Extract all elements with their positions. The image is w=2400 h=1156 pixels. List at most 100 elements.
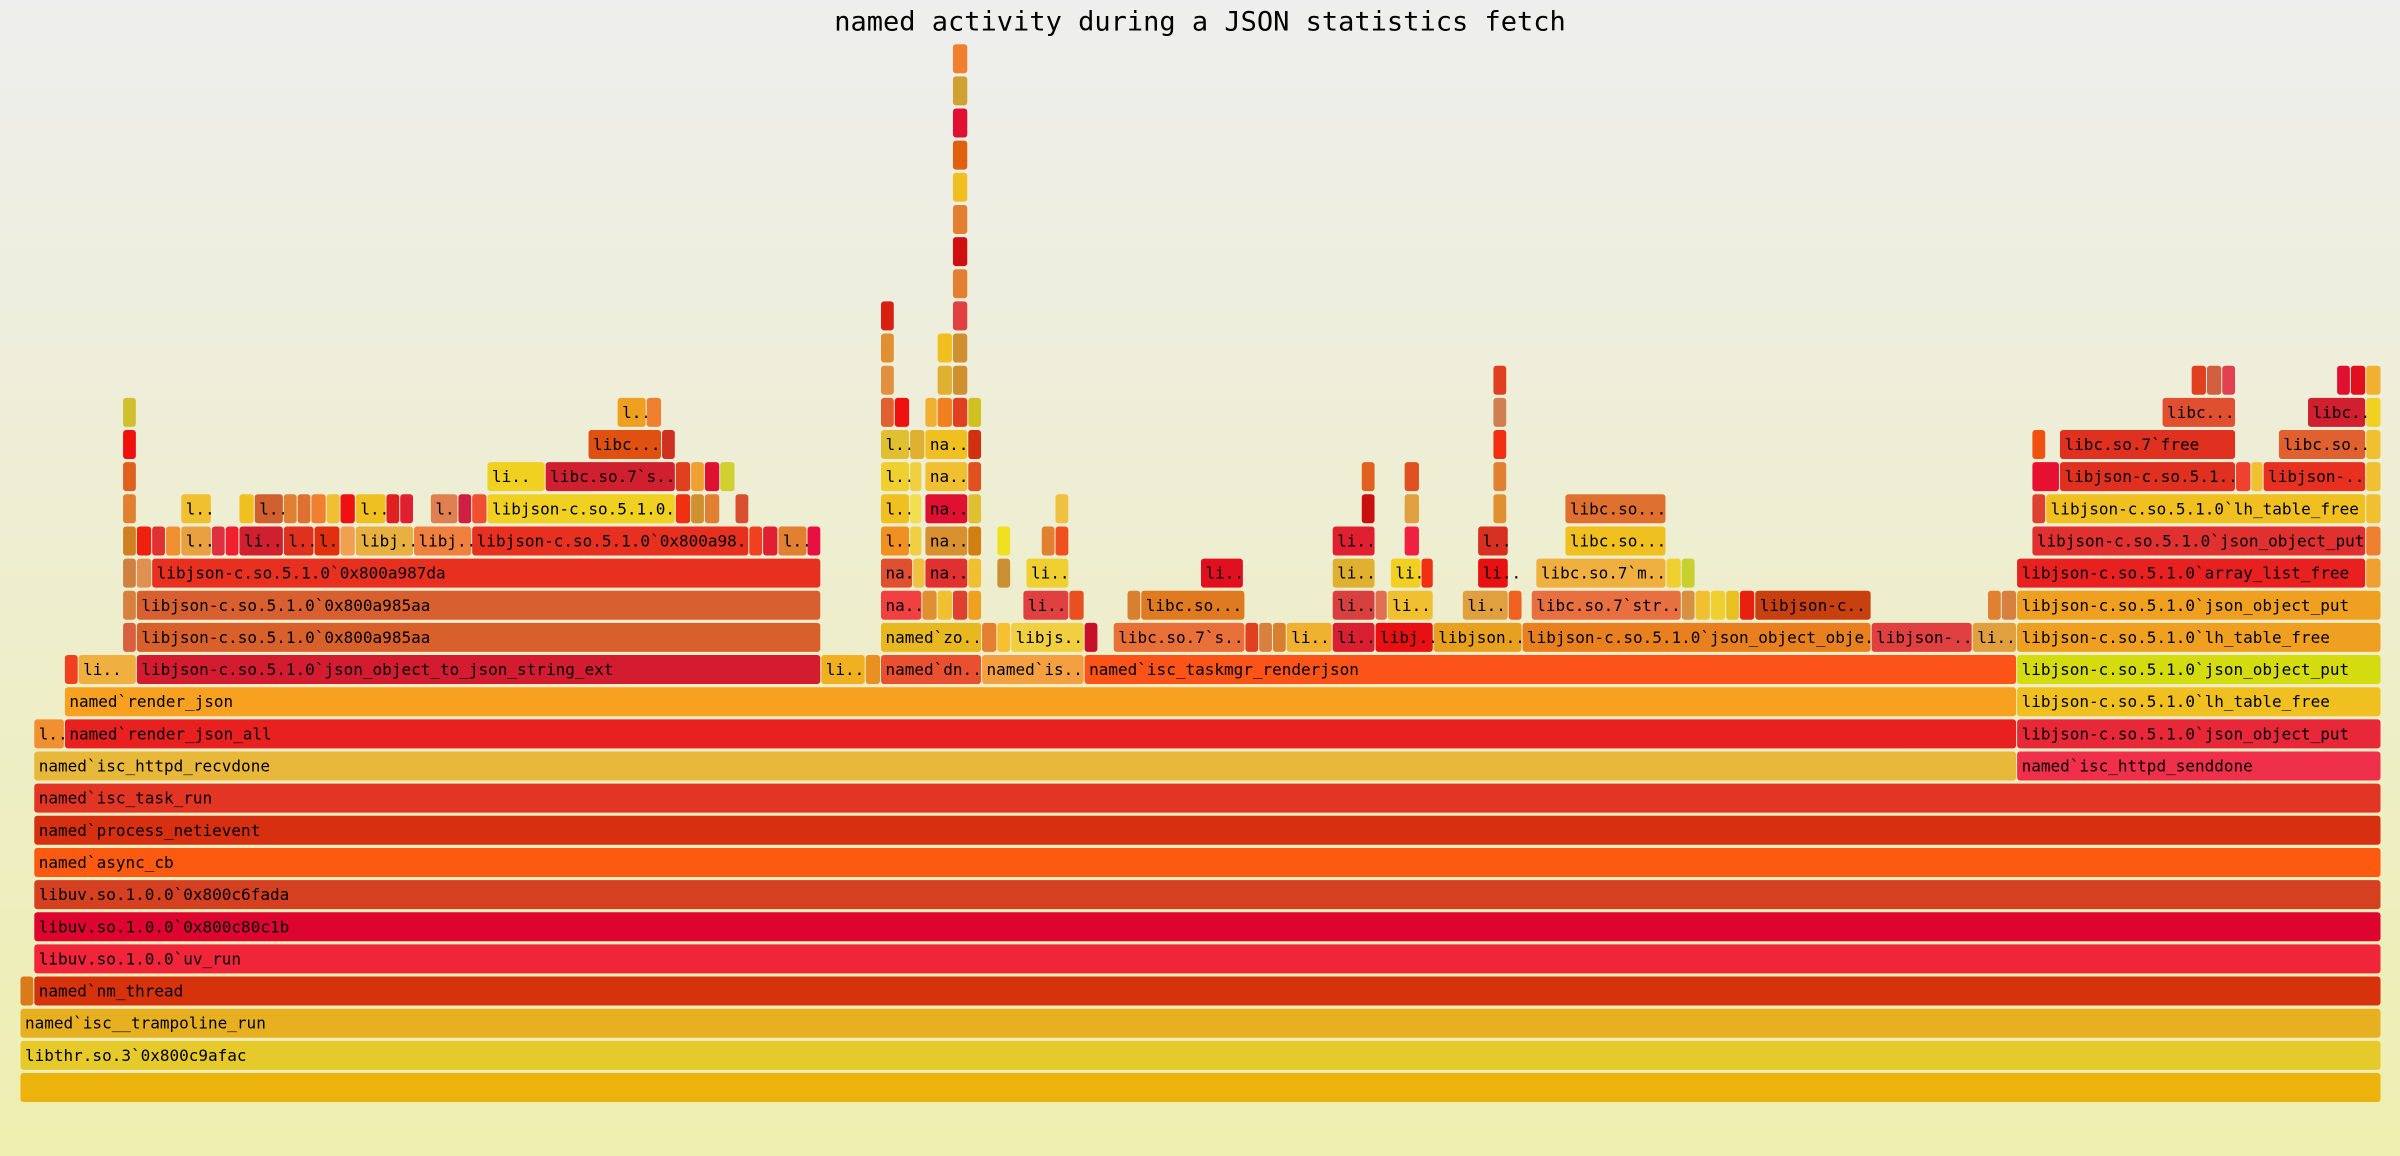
frame-rect[interactable] bbox=[2017, 622, 2381, 652]
frame[interactable]: li.. bbox=[1201, 558, 1244, 588]
frame[interactable] bbox=[1361, 462, 1375, 492]
frame-rect[interactable] bbox=[880, 333, 894, 363]
frame[interactable] bbox=[1127, 590, 1141, 620]
frame[interactable]: libjson-c.so.5.1.0`lh_table_free bbox=[2017, 687, 2381, 717]
frame-rect[interactable] bbox=[34, 751, 2017, 781]
frame[interactable]: l.. bbox=[778, 526, 812, 556]
frame[interactable] bbox=[152, 526, 165, 556]
frame[interactable] bbox=[386, 494, 400, 524]
frame[interactable] bbox=[123, 430, 136, 459]
frame-rect[interactable] bbox=[1508, 590, 1522, 620]
frame[interactable]: libjson-c.so.5.1.0`json_object_put bbox=[2017, 590, 2381, 620]
frame-rect[interactable] bbox=[1387, 590, 1433, 620]
frame-rect[interactable] bbox=[925, 494, 968, 524]
frame-rect[interactable] bbox=[123, 590, 136, 620]
frame-rect[interactable] bbox=[326, 494, 340, 524]
frame-rect[interactable] bbox=[910, 526, 922, 556]
frame-rect[interactable] bbox=[1988, 590, 2001, 620]
frame[interactable]: named`isc_task_run bbox=[34, 783, 2381, 813]
frame-rect[interactable] bbox=[1011, 622, 1084, 652]
frame-rect[interactable] bbox=[239, 526, 283, 556]
frame[interactable]: named`render_json bbox=[64, 687, 2017, 717]
frame[interactable] bbox=[646, 397, 662, 427]
frame[interactable] bbox=[880, 301, 894, 331]
frame-rect[interactable] bbox=[2251, 462, 2263, 492]
frame-rect[interactable] bbox=[1055, 526, 1069, 556]
frame-rect[interactable] bbox=[1681, 558, 1695, 588]
frame-rect[interactable] bbox=[297, 494, 311, 524]
frame-rect[interactable] bbox=[2032, 526, 2366, 556]
frame[interactable] bbox=[2366, 430, 2381, 459]
frame-rect[interactable] bbox=[910, 430, 925, 459]
frame-rect[interactable] bbox=[880, 655, 982, 685]
frame-rect[interactable] bbox=[1272, 622, 1286, 652]
frame-rect[interactable] bbox=[311, 494, 326, 524]
frame-rect[interactable] bbox=[997, 526, 1011, 556]
frame[interactable] bbox=[458, 494, 472, 524]
frame-rect[interactable] bbox=[136, 590, 821, 620]
frame[interactable]: libjson-c.so.5.1.. bbox=[2059, 462, 2238, 492]
frame-rect[interactable] bbox=[123, 558, 136, 588]
frame-rect[interactable] bbox=[2032, 430, 2046, 459]
frame-rect[interactable] bbox=[807, 526, 821, 556]
frame-rect[interactable] bbox=[1972, 622, 2017, 652]
frame-rect[interactable] bbox=[2017, 687, 2381, 717]
frame-rect[interactable] bbox=[1871, 622, 1972, 652]
frame-rect[interactable] bbox=[1462, 590, 1508, 620]
frame[interactable] bbox=[2222, 365, 2236, 395]
frame-rect[interactable] bbox=[2278, 430, 2366, 459]
frame[interactable] bbox=[937, 397, 952, 427]
frame-rect[interactable] bbox=[2017, 558, 2366, 588]
frame[interactable] bbox=[123, 622, 136, 652]
frame-rect[interactable] bbox=[2017, 751, 2381, 781]
frame-rect[interactable] bbox=[1084, 655, 2017, 685]
frame[interactable] bbox=[64, 655, 78, 685]
frame[interactable]: libjson-c.so.5.1.0.. bbox=[487, 494, 685, 524]
frame[interactable] bbox=[968, 590, 982, 620]
frame-rect[interactable] bbox=[123, 397, 136, 427]
frame-rect[interactable] bbox=[821, 655, 865, 685]
frame[interactable]: l.. bbox=[181, 526, 215, 556]
frame-rect[interactable] bbox=[1666, 558, 1681, 588]
frame[interactable] bbox=[910, 430, 925, 459]
frame[interactable] bbox=[1493, 494, 1507, 524]
frame[interactable] bbox=[283, 494, 297, 524]
frame[interactable]: na.. bbox=[925, 462, 968, 492]
frame-rect[interactable] bbox=[430, 494, 458, 524]
frame[interactable] bbox=[952, 172, 968, 202]
frame[interactable]: l.. bbox=[254, 494, 288, 524]
frame-rect[interactable] bbox=[2017, 719, 2381, 749]
frame-rect[interactable] bbox=[937, 365, 952, 395]
frame-rect[interactable] bbox=[1361, 462, 1375, 492]
frame[interactable]: libjson-.. bbox=[2263, 462, 2366, 492]
frame-rect[interactable] bbox=[239, 494, 254, 524]
frame[interactable] bbox=[763, 526, 778, 556]
frame-rect[interactable] bbox=[982, 622, 997, 652]
frame-rect[interactable] bbox=[414, 526, 472, 556]
frame[interactable]: libjson-c.so.5.1.0`lh_table_free bbox=[2017, 622, 2381, 652]
frame[interactable]: libjson-c.so.5.1.0`array_list_free bbox=[2017, 558, 2366, 588]
frame-rect[interactable] bbox=[1069, 590, 1084, 620]
frame[interactable] bbox=[2337, 365, 2350, 395]
frame-rect[interactable] bbox=[2366, 462, 2381, 492]
frame-rect[interactable] bbox=[1375, 622, 1433, 652]
frame-rect[interactable] bbox=[968, 430, 982, 459]
frame-rect[interactable] bbox=[400, 494, 413, 524]
frame-rect[interactable] bbox=[1084, 622, 1098, 652]
frame[interactable] bbox=[880, 365, 894, 395]
frame-rect[interactable] bbox=[136, 655, 821, 685]
frame[interactable]: libj.. bbox=[355, 526, 418, 556]
frame-rect[interactable] bbox=[1127, 590, 1141, 620]
frame-rect[interactable] bbox=[925, 397, 937, 427]
frame[interactable]: li.. bbox=[487, 462, 545, 492]
frame-rect[interactable] bbox=[952, 365, 968, 395]
frame-rect[interactable] bbox=[1332, 526, 1375, 556]
frame-rect[interactable] bbox=[894, 397, 910, 427]
frame[interactable]: l.. bbox=[283, 526, 317, 556]
frame[interactable] bbox=[982, 622, 997, 652]
frame[interactable] bbox=[968, 462, 982, 492]
frame[interactable] bbox=[400, 494, 413, 524]
frame-rect[interactable] bbox=[283, 494, 297, 524]
frame-rect[interactable] bbox=[2366, 494, 2381, 524]
frame-rect[interactable] bbox=[2263, 462, 2366, 492]
